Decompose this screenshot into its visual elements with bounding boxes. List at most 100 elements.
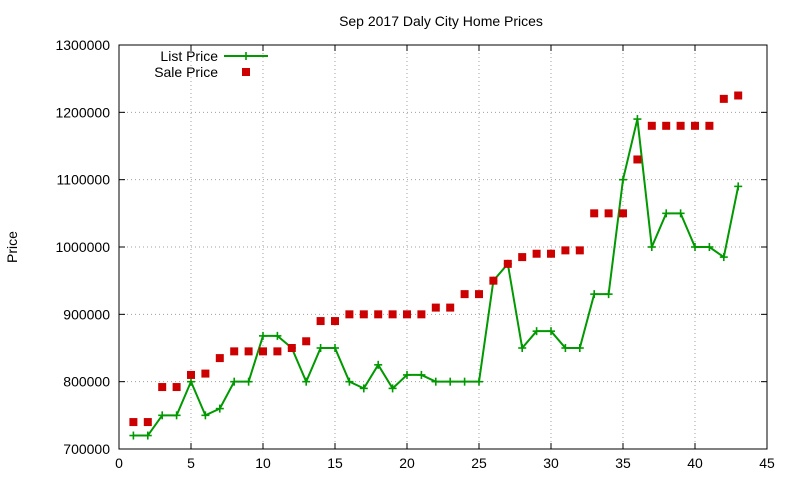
sale-price-point — [503, 259, 512, 268]
sale-price-point — [215, 354, 224, 363]
list-price-legend-label: List Price — [160, 48, 218, 64]
list-price-point — [374, 360, 383, 369]
list-price-point — [230, 377, 239, 386]
sale-price-point — [403, 310, 411, 319]
sale-price-point — [662, 121, 671, 130]
sale-price-point — [705, 121, 714, 130]
sale-price-point — [532, 249, 541, 258]
sale-price-point — [359, 310, 368, 319]
sale-price-point — [431, 303, 440, 312]
list-price-point — [259, 331, 267, 340]
list-price-point — [316, 344, 325, 352]
sale-price-point — [547, 249, 555, 258]
y-tick-label: 900000 — [63, 306, 110, 322]
sale-price-point — [518, 253, 527, 262]
sale-price-point — [561, 246, 570, 255]
list-price-point — [475, 377, 483, 386]
y-tick-label: 1100000 — [57, 172, 111, 188]
sale-price-point — [417, 310, 426, 319]
sale-price-point — [374, 310, 383, 319]
sale-price-point — [259, 347, 267, 356]
sale-price-point — [676, 121, 685, 130]
list-price-point — [345, 377, 354, 386]
list-price-point — [460, 377, 469, 386]
sale-price-point — [475, 290, 483, 299]
list-price-point — [604, 290, 613, 299]
list-price-point — [302, 377, 311, 386]
sale-price-point — [331, 317, 339, 326]
list-price-point — [201, 411, 210, 420]
sale-price-point — [590, 209, 599, 218]
sale-price-point — [575, 246, 584, 255]
sale-price-point — [719, 94, 728, 103]
sale-price-point — [158, 383, 167, 392]
list-price-point — [273, 331, 282, 340]
x-tick-label: 5 — [187, 455, 195, 471]
sale-price-point — [460, 290, 469, 299]
list-price-point — [158, 411, 167, 420]
list-price-point — [561, 344, 570, 352]
y-tick-label: 1000000 — [55, 239, 110, 255]
sale-price-point — [489, 276, 498, 285]
list-price-point — [662, 209, 671, 218]
sale-price-point — [647, 121, 656, 130]
list-price-point — [532, 327, 541, 336]
list-price-point — [691, 243, 699, 251]
sale-price-point — [187, 370, 195, 379]
sale-price-point — [129, 418, 138, 427]
x-tick-label: 40 — [687, 455, 703, 471]
list-price-point — [403, 370, 411, 379]
list-price-point — [187, 377, 195, 386]
x-tick-label: 35 — [615, 455, 631, 471]
list-price-line — [133, 118, 740, 437]
sale-price-point — [734, 91, 743, 100]
y-axis-label: Price — [4, 231, 20, 263]
list-price-point — [446, 377, 455, 386]
list-price-point — [331, 344, 339, 352]
x-tick-label: 30 — [543, 455, 559, 471]
list-price-point — [143, 431, 152, 440]
x-tick-label: 25 — [471, 455, 487, 471]
list-price-point — [215, 404, 224, 413]
list-price-point — [619, 175, 627, 184]
chart-title: Sep 2017 Daly City Home Prices — [339, 13, 543, 29]
sale-price-point — [388, 310, 397, 319]
list-price-point — [518, 344, 527, 352]
sale-price-point — [633, 155, 642, 164]
y-tick-label: 700000 — [63, 441, 110, 457]
list-price-point — [172, 411, 181, 420]
list-price-point — [129, 431, 138, 440]
list-price-point — [633, 115, 642, 124]
sale-price-legend-label: Sale Price — [154, 64, 218, 80]
y-tick-label: 1200000 — [55, 104, 110, 120]
sale-price-point — [244, 347, 253, 356]
list-price-point — [359, 384, 368, 393]
y-tick-label: 800000 — [63, 374, 110, 390]
series-marks — [129, 91, 743, 440]
sale-price-point — [604, 209, 613, 218]
axis-ticks: 0 5 10 15 20 25 30 35 40 45 700000 800000 900000 1000… — [55, 37, 775, 471]
list-price-point — [417, 370, 426, 379]
list-price-point — [705, 243, 714, 251]
sale-price-point — [172, 383, 181, 392]
x-tick-label: 45 — [759, 455, 775, 471]
grid — [119, 45, 767, 449]
sale-price-point — [143, 418, 152, 427]
list-price-point — [547, 327, 555, 336]
list-price-legend-marker — [242, 52, 250, 60]
sale-price-point — [273, 347, 282, 356]
sale-price-point — [316, 317, 325, 326]
sale-price-point — [619, 209, 627, 218]
sale-price-point — [201, 369, 210, 378]
sale-price-point — [287, 344, 296, 352]
list-price-point — [244, 377, 253, 386]
list-price-point — [431, 377, 440, 386]
list-price-point — [676, 209, 685, 218]
list-price-point — [388, 384, 397, 393]
sale-price-point — [345, 310, 354, 319]
x-tick-label: 0 — [115, 455, 123, 471]
list-price-point — [719, 253, 728, 262]
list-price-point — [734, 182, 743, 191]
